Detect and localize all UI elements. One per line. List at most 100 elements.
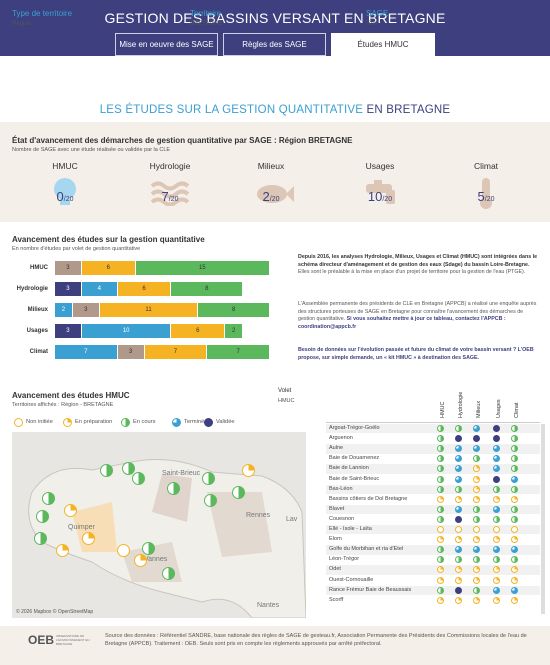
filter-territoire-value[interactable]: BRETAGNE bbox=[190, 21, 223, 27]
map-marker[interactable] bbox=[122, 462, 135, 475]
bar-segment[interactable]: 6 bbox=[81, 261, 135, 275]
status-prep-icon bbox=[455, 495, 462, 503]
status-prep-icon bbox=[437, 536, 444, 544]
map-marker[interactable] bbox=[64, 504, 77, 517]
table-scrollbar[interactable] bbox=[541, 424, 545, 614]
table-row[interactable]: Argoat-Trégor-Goëlo bbox=[326, 424, 540, 434]
oeb-logo: OEB bbox=[28, 633, 55, 647]
status-term-icon bbox=[473, 546, 480, 554]
appcb-contact-link[interactable]: Si vous souhaitez mettre à jour ce table… bbox=[298, 316, 506, 330]
bar-segment[interactable]: 7 bbox=[207, 345, 269, 359]
status-term-icon bbox=[172, 418, 181, 427]
bar-segment[interactable]: 6 bbox=[171, 324, 225, 338]
volet-value[interactable]: HMUC bbox=[278, 398, 295, 404]
table-row[interactable]: Elorn bbox=[326, 535, 540, 544]
table-row[interactable]: Baie de Douarnenez bbox=[326, 454, 540, 463]
thermometer-icon bbox=[480, 178, 492, 209]
filter-sage-value[interactable]: Tout bbox=[366, 21, 378, 27]
map-marker[interactable] bbox=[202, 472, 215, 485]
table-row[interactable]: Odet bbox=[326, 565, 540, 575]
map-marker[interactable] bbox=[242, 464, 255, 477]
bar-segment[interactable]: 6 bbox=[117, 282, 171, 296]
intro-rest: Elles sont le préalable à la mise en pla… bbox=[298, 269, 526, 276]
status-cours-icon bbox=[437, 505, 444, 513]
map-marker[interactable] bbox=[142, 542, 155, 555]
table-row[interactable]: Léon-Trégor bbox=[326, 555, 540, 564]
table-row[interactable]: Bassins côtiers de Dol Bretagne bbox=[326, 495, 540, 504]
status-prep-icon bbox=[493, 566, 500, 574]
map-marker[interactable] bbox=[134, 554, 147, 567]
bar-segment[interactable]: 7 bbox=[55, 345, 117, 359]
map-marker[interactable] bbox=[132, 472, 145, 485]
bar-segment[interactable]: 3 bbox=[55, 261, 81, 275]
footer-source: Source des données : Référentiel SANDRE,… bbox=[105, 633, 527, 647]
map-marker[interactable] bbox=[162, 567, 175, 580]
status-term-icon bbox=[511, 475, 518, 483]
tab-mise-en-oeuvre[interactable]: Mise en oeuvre des SAGE bbox=[115, 33, 218, 56]
tab-etudes-hmuc[interactable]: Études HMUC bbox=[331, 33, 435, 56]
tab-regles[interactable]: Règles des SAGE bbox=[223, 33, 326, 56]
map-marker[interactable] bbox=[82, 532, 95, 545]
kpi-usages-label: Usages bbox=[365, 161, 395, 171]
kpi-hmuc-value: 0/20 bbox=[35, 189, 95, 204]
map-marker[interactable] bbox=[56, 544, 69, 557]
bar-segment[interactable]: 3 bbox=[117, 345, 144, 359]
bar-segment[interactable]: 3 bbox=[72, 303, 99, 317]
map-marker[interactable] bbox=[100, 464, 113, 477]
status-prep-icon bbox=[437, 576, 444, 584]
kpi-usages-number: 10 bbox=[367, 189, 383, 204]
legend-label: Terminée bbox=[184, 419, 208, 425]
sage-name: Blavet bbox=[329, 505, 345, 512]
bar-segment[interactable]: 3 bbox=[55, 324, 81, 338]
status-cours-icon bbox=[473, 505, 480, 513]
map-marker[interactable] bbox=[42, 492, 55, 505]
bar-segment[interactable]: 8 bbox=[198, 303, 269, 317]
bar-segment[interactable]: 15 bbox=[135, 261, 269, 275]
filter-type-value[interactable]: Région bbox=[12, 21, 32, 27]
status-prep-icon bbox=[473, 566, 480, 574]
bar-segment[interactable]: 11 bbox=[99, 303, 198, 317]
table-row[interactable]: Ouest-Cornouaille bbox=[326, 576, 540, 585]
bar-segment[interactable]: 3 bbox=[55, 282, 81, 296]
table-row[interactable]: Couesnon bbox=[326, 515, 540, 524]
status-prep-icon bbox=[473, 596, 480, 604]
table-row[interactable]: Blavet bbox=[326, 504, 540, 515]
table-row[interactable]: Scorff bbox=[326, 596, 540, 605]
status-prep-icon bbox=[511, 495, 518, 503]
table-row[interactable]: Aulne bbox=[326, 444, 540, 454]
sage-name: Ellé - Isole - Laïta bbox=[329, 526, 372, 532]
appcb-paragraph: L'Assemblée permanente des présidents de… bbox=[298, 301, 538, 331]
map-marker[interactable] bbox=[117, 544, 130, 557]
status-prep-icon bbox=[473, 475, 480, 483]
status-valid-icon bbox=[493, 475, 500, 483]
sage-name: Baie de Lannion bbox=[329, 465, 369, 472]
table-row[interactable]: Arguenon bbox=[326, 434, 540, 443]
table-row[interactable]: Ellé - Isole - Laïta bbox=[326, 525, 540, 535]
bar-segment[interactable]: 8 bbox=[171, 282, 243, 296]
kpi-climat-value: 5/20 bbox=[456, 189, 516, 204]
map-marker[interactable] bbox=[232, 486, 245, 499]
bar-segment[interactable]: 2 bbox=[225, 324, 243, 338]
bar-segment[interactable]: 2 bbox=[55, 303, 72, 317]
table-row[interactable]: Rance Frémur Baie de Beaussais bbox=[326, 585, 540, 595]
volet-label: Volet bbox=[278, 388, 292, 394]
filter-sage-label: SAGE bbox=[366, 9, 389, 18]
bar-segment[interactable]: 10 bbox=[81, 324, 171, 338]
bar-segment[interactable]: 7 bbox=[144, 345, 207, 359]
map[interactable]: Saint-Brieuc Quimper Vannes Rennes Nante… bbox=[12, 432, 306, 618]
map-marker[interactable] bbox=[36, 510, 49, 523]
status-none-icon bbox=[455, 526, 462, 533]
status-prep-icon bbox=[437, 596, 444, 604]
bar-segment[interactable]: 4 bbox=[81, 282, 117, 296]
map-marker[interactable] bbox=[167, 482, 180, 495]
status-cours-icon bbox=[455, 556, 462, 564]
table-row[interactable]: Baie de Lannion bbox=[326, 464, 540, 474]
status-cours-icon bbox=[511, 485, 518, 493]
map-marker[interactable] bbox=[34, 532, 47, 545]
table-row[interactable]: Bas-Léon bbox=[326, 484, 540, 494]
map-marker[interactable] bbox=[204, 494, 217, 507]
table-row[interactable]: Baie de Saint-Brieuc bbox=[326, 475, 540, 484]
table-row[interactable]: Golfe du Morbihan et ria d'Etel bbox=[326, 545, 540, 555]
bar-label-hmuc: HMUC bbox=[30, 265, 48, 271]
kpi-usages-value: 10/20 bbox=[350, 189, 410, 204]
